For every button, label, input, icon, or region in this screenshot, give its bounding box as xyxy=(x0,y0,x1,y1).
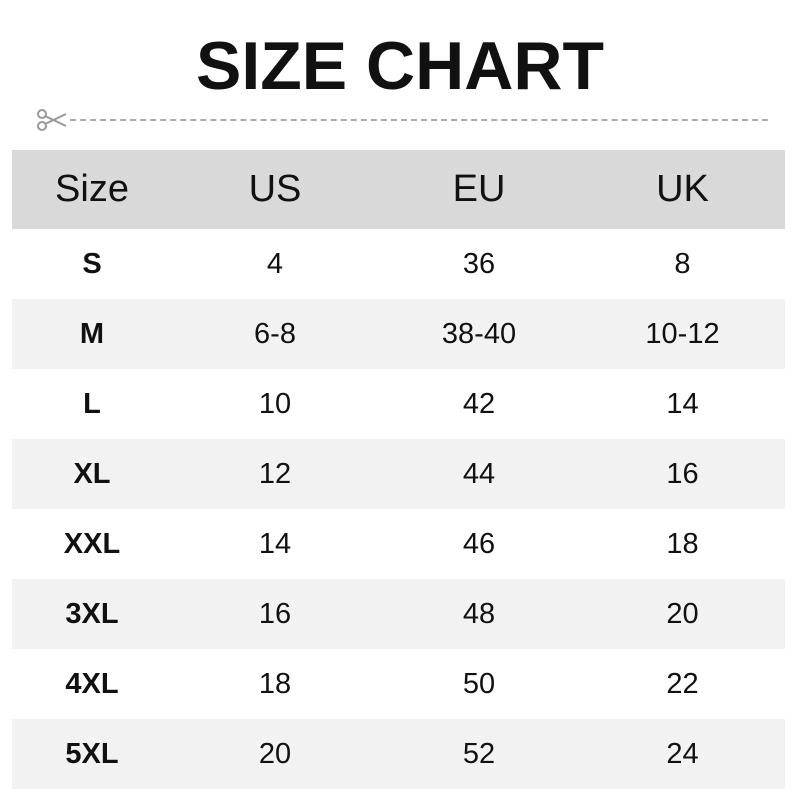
table-header: Size US EU UK xyxy=(12,150,785,229)
cell-uk: 14 xyxy=(666,387,699,420)
header-size: Size xyxy=(55,168,129,210)
cell-eu: 50 xyxy=(462,667,496,700)
cell-us: 18 xyxy=(258,667,292,700)
table-row: 4XL 18 50 22 xyxy=(12,649,785,719)
cell-eu: 36 xyxy=(462,247,496,280)
table-row: 3XL 16 48 20 xyxy=(12,579,785,649)
cell-size: S xyxy=(82,247,102,280)
cell-us: 6-8 xyxy=(254,317,296,350)
cell-us: 10 xyxy=(258,387,292,420)
cell-size: L xyxy=(83,387,101,420)
cell-uk: 18 xyxy=(666,527,699,560)
table-body: S 4 36 8 M 6-8 38-40 10-12 L 10 42 14 XL 12 44 16 XXL 14 4… xyxy=(12,229,785,789)
scissors-icon xyxy=(37,109,67,131)
cell-us: 4 xyxy=(266,247,284,280)
cell-size: XXL xyxy=(63,527,121,560)
header-uk: UK xyxy=(656,168,709,210)
table-row: L 10 42 14 xyxy=(12,369,785,439)
cell-uk: 8 xyxy=(674,247,691,280)
cell-uk: 20 xyxy=(666,597,699,630)
cell-size: 4XL xyxy=(65,667,119,700)
cell-uk: 22 xyxy=(666,667,699,700)
cell-eu: 42 xyxy=(462,387,496,420)
cell-uk: 10-12 xyxy=(645,317,720,350)
cell-size: M xyxy=(79,317,105,350)
cell-us: 20 xyxy=(258,737,292,770)
cell-us: 14 xyxy=(258,527,292,560)
table-row: M 6-8 38-40 10-12 xyxy=(12,299,785,369)
size-table: Size US EU UK S 4 36 8 M 6-8 38-40 10-12 L 10 42 14… xyxy=(12,150,785,789)
header-us: US xyxy=(248,168,302,210)
cell-eu: 48 xyxy=(462,597,496,630)
cell-us: 16 xyxy=(258,597,292,630)
header-eu: EU xyxy=(452,168,506,210)
cell-uk: 16 xyxy=(666,457,699,490)
cell-us: 12 xyxy=(258,457,292,490)
cut-line xyxy=(36,109,768,131)
cell-size: 5XL xyxy=(65,737,119,770)
cell-eu: 46 xyxy=(462,527,496,560)
cell-uk: 24 xyxy=(666,737,699,770)
table-row: S 4 36 8 xyxy=(12,229,785,299)
cell-eu: 52 xyxy=(462,737,496,770)
table-row: 5XL 20 52 24 xyxy=(12,719,785,789)
cell-eu: 44 xyxy=(462,457,496,490)
cell-eu: 38-40 xyxy=(441,317,517,350)
dashed-line xyxy=(70,119,768,121)
page-title: SIZE CHART xyxy=(196,28,604,104)
cell-size: XL xyxy=(73,457,111,490)
table-row: XL 12 44 16 xyxy=(12,439,785,509)
cell-size: 3XL xyxy=(65,597,119,630)
table-row: XXL 14 46 18 xyxy=(12,509,785,579)
